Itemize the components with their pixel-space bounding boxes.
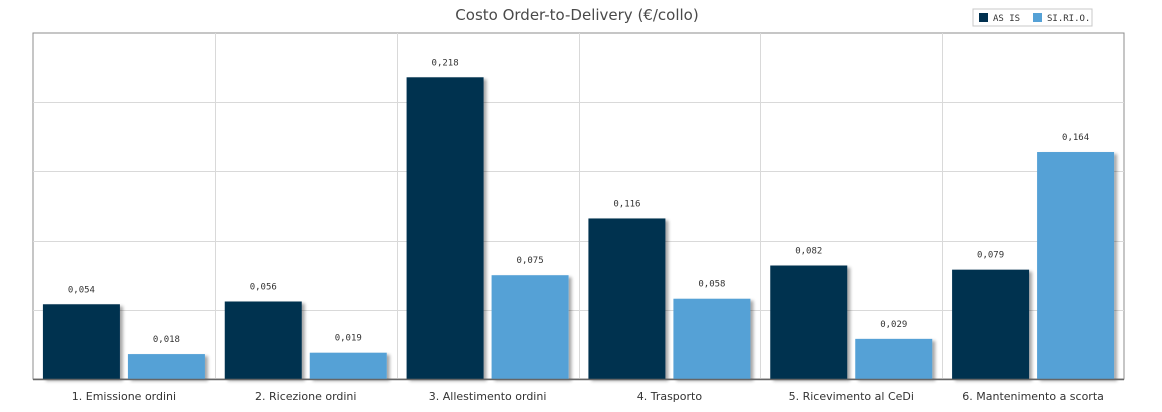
legend-box [972,8,1093,27]
category-label-6: 6. Mantenimento a scorta [962,390,1104,403]
category-label-2: 2. Ricezione ordini [255,390,356,403]
data-label-siri-2: 0,019 [335,334,362,344]
data-label-siri-5: 0,029 [880,320,907,330]
category-label-5: 5. Ricevimento al CeDi [789,390,914,403]
data-label-siri-3: 0,075 [517,256,544,266]
category-label-3: 3. Allestimento ordini [429,390,547,403]
legend-label-siri: SI.RI.O. [1047,14,1090,24]
bar-siri-5 [855,338,933,379]
chart-title: Costo Order-to-Delivery (€/collo) [455,6,698,24]
bar-as-is-1 [42,304,120,379]
category-label-4: 4. Trasporto [637,390,703,403]
data-label-as-is-5: 0,082 [795,247,822,257]
legend-swatch-siri [1033,13,1042,22]
data-label-siri-6: 0,164 [1062,133,1089,143]
legend-label-as-is: AS IS [993,14,1020,24]
bar-as-is-3 [406,77,484,380]
plot-area: 0,054 0,018 1. Emissione ordini 0,056 0,019 2… [32,32,1125,403]
data-label-as-is-6: 0,079 [977,251,1004,261]
bar-siri-1 [127,354,205,379]
bar-as-is-2 [224,301,302,379]
data-label-as-is-4: 0,116 [613,199,640,209]
bar-as-is-6 [952,269,1030,379]
bar-siri-4 [673,298,751,379]
data-label-as-is-3: 0,218 [432,58,459,68]
data-label-as-is-2: 0,056 [250,282,277,292]
data-label-siri-1: 0,018 [153,335,180,345]
bar-as-is-4 [588,218,666,379]
data-label-siri-4: 0,058 [698,280,725,290]
legend: AS IS SI.RI.O. [972,8,1093,27]
category-label-1: 1. Emissione ordini [72,390,176,403]
bar-siri-3 [491,275,569,379]
data-label-as-is-1: 0,054 [68,285,95,295]
legend-swatch-as-is [979,13,988,22]
bar-siri-2 [309,352,387,379]
bar-as-is-5 [770,265,848,379]
bar-siri-6 [1037,152,1115,379]
